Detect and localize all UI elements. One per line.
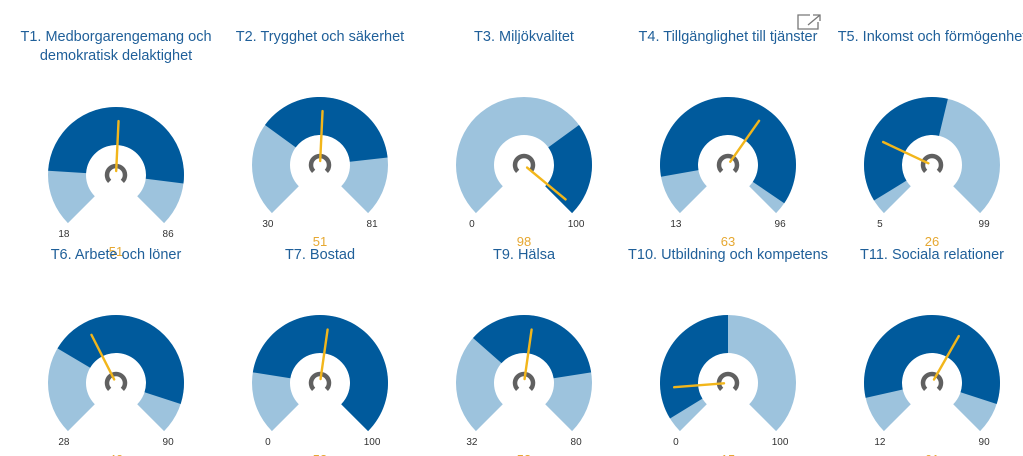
gauge-hub xyxy=(920,153,944,173)
gauge-target-band xyxy=(864,315,1000,405)
gauge-hub xyxy=(104,371,128,391)
gauge-max-label: 100 xyxy=(772,437,789,448)
gauge-max-label: 100 xyxy=(568,219,585,230)
gauge-svg: 28 90 40 xyxy=(48,315,185,456)
gauge-tile[interactable]: T6. Arbete och löner 28 90 40 xyxy=(14,246,218,456)
expand-icon[interactable] xyxy=(796,13,822,31)
gauge-svg: 0 100 53 xyxy=(252,315,388,456)
gauge-title: T6. Arbete och löner xyxy=(50,247,182,263)
gauge-needle xyxy=(523,328,533,381)
gauge-hub xyxy=(308,371,332,391)
gauge-hub xyxy=(512,153,536,173)
gauge-min-label: 13 xyxy=(670,219,682,230)
gauge-max-label: 99 xyxy=(979,219,991,230)
gauge-svg: 30 81 51 xyxy=(252,97,388,249)
gauge-tile[interactable]: T10. Utbildning och kompetens 0 100 15 xyxy=(626,246,830,456)
gauge-needle xyxy=(525,166,567,201)
gauge-svg: 5 99 26 xyxy=(864,97,1000,249)
gauge-title: T5. Inkomst och förmögenhet xyxy=(837,29,1023,45)
gauge-min-label: 5 xyxy=(877,219,883,230)
gauge-tile[interactable]: T9. Hälsa 32 80 53 xyxy=(422,246,626,456)
gauge-min-label: 0 xyxy=(673,437,679,448)
gauge-hub xyxy=(512,371,536,391)
gauge-value-label: 15 xyxy=(721,452,735,456)
gauge-min-label: 28 xyxy=(58,437,70,448)
gauge-min-label: 32 xyxy=(466,437,478,448)
gauge-svg: 12 90 61 xyxy=(864,315,1000,456)
gauge-target-band xyxy=(57,315,184,405)
gauge-title: T10. Utbildning och kompetens xyxy=(628,247,828,263)
gauge-value-label: 61 xyxy=(925,452,939,456)
gauge-max-label: 80 xyxy=(571,437,583,448)
gauge-target-band xyxy=(252,315,388,432)
gauge-needle xyxy=(114,119,120,173)
gauge-needle xyxy=(881,140,930,165)
gauge-min-label: 12 xyxy=(874,437,886,448)
gauge-target-band xyxy=(864,97,948,201)
gauge-tile[interactable]: T1. Medborgarengemang och demokratisk de… xyxy=(14,28,218,259)
gauge-min-label: 18 xyxy=(58,229,70,240)
gauge-min-label: 30 xyxy=(262,219,274,230)
gauge-title: T9. Hälsa xyxy=(492,247,556,263)
gauge-max-label: 96 xyxy=(775,219,787,230)
gauge-max-label: 90 xyxy=(163,437,175,448)
gauge-tile[interactable]: T4. Tillgänglighet till tjänster 13 96 63 xyxy=(626,28,830,249)
gauge-value-label: 98 xyxy=(517,234,531,249)
gauge-value-label: 51 xyxy=(109,244,123,259)
gauge-value-label: 53 xyxy=(313,452,327,456)
gauge-hub xyxy=(716,153,740,173)
gauge-target-band xyxy=(660,97,796,204)
gauge-max-label: 86 xyxy=(163,229,175,240)
gauge-hub xyxy=(716,371,740,391)
gauge-svg: 18 86 51 xyxy=(48,107,185,259)
dashboard: T1. Medborgarengemang och demokratisk de… xyxy=(14,13,1023,456)
gauge-title: T3. Miljökvalitet xyxy=(474,29,574,45)
gauge-svg: 0 100 15 xyxy=(660,315,796,456)
gauge-title: T1. Medborgarengemang och demokratisk de… xyxy=(20,29,212,64)
gauge-needle xyxy=(318,109,324,163)
gauge-target-band xyxy=(264,97,388,162)
gauge-target-band xyxy=(48,107,184,184)
gauge-title: T11. Sociala relationer xyxy=(859,247,1004,263)
gauge-title: T7. Bostad xyxy=(284,247,356,263)
gauge-needle xyxy=(672,382,726,389)
gauge-tile[interactable]: T5. Inkomst och förmögenhet 5 99 26 xyxy=(830,28,1023,249)
gauge-svg: 32 80 53 xyxy=(456,315,592,456)
gauge-min-label: 0 xyxy=(469,219,475,230)
gauge-max-label: 90 xyxy=(979,437,991,448)
gauge-value-label: 53 xyxy=(517,452,531,456)
gauge-tile[interactable]: T3. Miljökvalitet 0 100 98 xyxy=(422,28,626,249)
gauge-value-label: 63 xyxy=(721,234,735,249)
gauge-value-label: 40 xyxy=(109,452,123,456)
gauge-needle xyxy=(90,333,116,381)
gauge-max-label: 81 xyxy=(367,219,379,230)
gauge-needle xyxy=(932,334,960,381)
gauge-title: T4. Tillgänglighet till tjänster xyxy=(638,29,818,45)
gauge-target-band xyxy=(472,315,592,379)
gauge-svg: 13 96 63 xyxy=(660,97,796,249)
gauge-hub xyxy=(920,371,944,391)
gauge-min-label: 0 xyxy=(265,437,271,448)
gauge-max-label: 100 xyxy=(364,437,381,448)
gauge-title: T2. Trygghet och säkerhet xyxy=(235,29,405,45)
gauge-svg: 0 100 98 xyxy=(456,97,592,249)
gauge-needle xyxy=(319,328,329,381)
gauge-value-label: 51 xyxy=(313,234,327,249)
gauge-tile[interactable]: T11. Sociala relationer 12 90 61 xyxy=(830,246,1023,456)
gauge-target-band xyxy=(660,315,728,419)
gauge-value-label: 26 xyxy=(925,234,939,249)
gauge-tile[interactable]: T7. Bostad 0 100 53 xyxy=(218,246,422,456)
gauge-needle xyxy=(729,119,761,163)
gauge-tile[interactable]: T2. Trygghet och säkerhet 30 81 51 xyxy=(218,28,422,249)
